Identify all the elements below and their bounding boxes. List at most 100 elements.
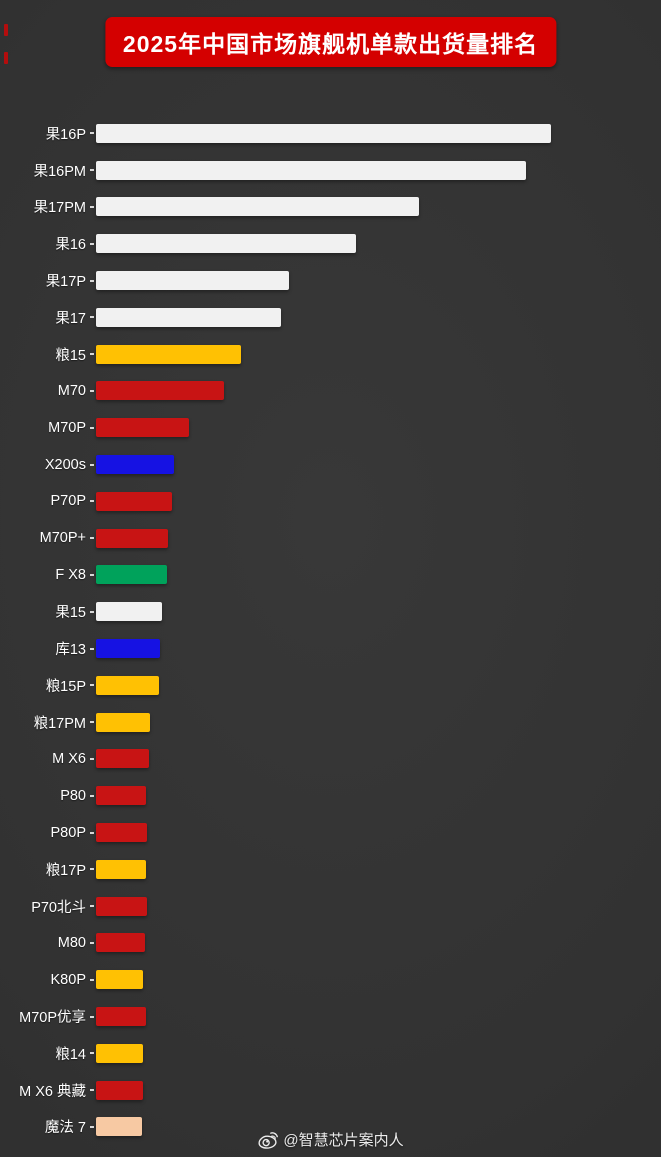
axis-tick-icon	[90, 941, 94, 944]
bar-label: P70北斗	[31, 899, 86, 916]
axis-tick-icon	[90, 647, 94, 650]
chart-row: P80	[0, 777, 661, 814]
page-title: 2025年中国市场旗舰机单款出货量排名	[104, 17, 557, 67]
axis-tick-icon	[90, 389, 94, 392]
bar-label: 粮14	[55, 1046, 86, 1063]
axis-tick-icon	[90, 316, 94, 319]
chart-row: F X8	[0, 557, 661, 594]
chart-row: 果15	[0, 593, 661, 630]
bar	[96, 197, 419, 217]
bar-label: 粮17P	[45, 862, 86, 879]
bar-label: 粮17PM	[33, 715, 86, 732]
chart-row: M X6 典藏	[0, 1072, 661, 1109]
chart-row: M70P	[0, 409, 661, 446]
bar	[96, 1117, 142, 1137]
chart-row: M70	[0, 373, 661, 410]
chart-row: P70P	[0, 483, 661, 520]
bar-label: M X6	[52, 750, 86, 767]
axis-tick-icon	[90, 831, 94, 834]
chart-row: 果16PM	[0, 152, 661, 189]
bar	[96, 786, 146, 806]
watermark-text: @智慧芯片案内人	[283, 1132, 404, 1149]
bar	[96, 381, 224, 401]
axis-tick-icon	[90, 353, 94, 356]
bar-label: 粮15P	[45, 678, 86, 695]
bar-label: 果16P	[45, 126, 86, 143]
axis-tick-icon	[90, 1015, 94, 1018]
bar-label: M70	[57, 382, 86, 399]
bar-label: 库13	[55, 642, 86, 659]
axis-tick-icon	[90, 132, 94, 135]
chart-row: 果17P	[0, 262, 661, 299]
bar-label: 果17P	[45, 274, 86, 291]
bar	[96, 123, 551, 143]
bar	[96, 675, 159, 695]
bar	[96, 823, 147, 843]
bar-label: 粮15	[55, 347, 86, 364]
axis-tick-icon	[90, 426, 94, 429]
bar	[96, 418, 189, 438]
axis-tick-icon	[90, 205, 94, 208]
bar-label: P80	[60, 787, 86, 804]
bar	[96, 1080, 143, 1100]
bar	[96, 307, 281, 327]
chart-row: 粮15P	[0, 667, 661, 704]
edge-mark-icon	[4, 24, 8, 36]
axis-tick-icon	[90, 242, 94, 245]
bar	[96, 639, 160, 659]
bar-label: 魔法 7	[44, 1120, 86, 1137]
bar	[96, 933, 145, 953]
bar-label: M70P	[48, 419, 86, 436]
chart-row: M70P优享	[0, 998, 661, 1035]
bar-label: M80	[57, 934, 86, 951]
bar	[96, 528, 168, 548]
axis-tick-icon	[90, 1089, 94, 1092]
watermark: @智慧芯片案内人	[257, 1129, 404, 1150]
axis-tick-icon	[90, 573, 94, 576]
axis-tick-icon	[90, 169, 94, 172]
bar	[96, 712, 150, 732]
edge-mark-icon	[4, 52, 8, 64]
bar	[96, 565, 167, 585]
chart-row: K80P	[0, 961, 661, 998]
chart-row: 果17	[0, 299, 661, 336]
bar-label: 果16PM	[33, 163, 86, 180]
bar	[96, 602, 162, 622]
bar	[96, 160, 526, 180]
bar-label: 果15	[55, 605, 86, 622]
chart-row: 果17PM	[0, 189, 661, 226]
axis-tick-icon	[90, 1052, 94, 1055]
axis-tick-icon	[90, 500, 94, 503]
chart-row: 粮15	[0, 336, 661, 373]
chart-row: 魔法 7	[0, 1109, 661, 1146]
bar-label: M X6 典藏	[19, 1083, 86, 1100]
bar	[96, 234, 356, 254]
bar	[96, 859, 146, 879]
chart-row: M70P+	[0, 520, 661, 557]
chart-row: 果16P	[0, 115, 661, 152]
chart-row: P70北斗	[0, 888, 661, 925]
axis-tick-icon	[90, 794, 94, 797]
chart-row: X200s	[0, 446, 661, 483]
bar-chart: 果16P 果16PM 果17PM 果16 果17P 果17 粮15 M70 M70P X200s P…	[0, 115, 661, 1145]
bar	[96, 455, 174, 475]
bar	[96, 271, 289, 291]
chart-row: 果16	[0, 225, 661, 262]
axis-tick-icon	[90, 684, 94, 687]
axis-tick-icon	[90, 279, 94, 282]
axis-tick-icon	[90, 978, 94, 981]
bar	[96, 491, 172, 511]
chart-row: 粮17PM	[0, 704, 661, 741]
axis-tick-icon	[90, 905, 94, 908]
bar-label: F X8	[55, 566, 86, 583]
axis-tick-icon	[90, 1125, 94, 1128]
chart-row: M80	[0, 925, 661, 962]
chart-row: 粮14	[0, 1035, 661, 1072]
axis-tick-icon	[90, 868, 94, 871]
bar	[96, 896, 147, 916]
bar-label: M70P优享	[19, 1010, 86, 1027]
bar-label: K80P	[50, 971, 86, 988]
bar	[96, 1007, 146, 1027]
bar-label: 果16	[55, 237, 86, 254]
